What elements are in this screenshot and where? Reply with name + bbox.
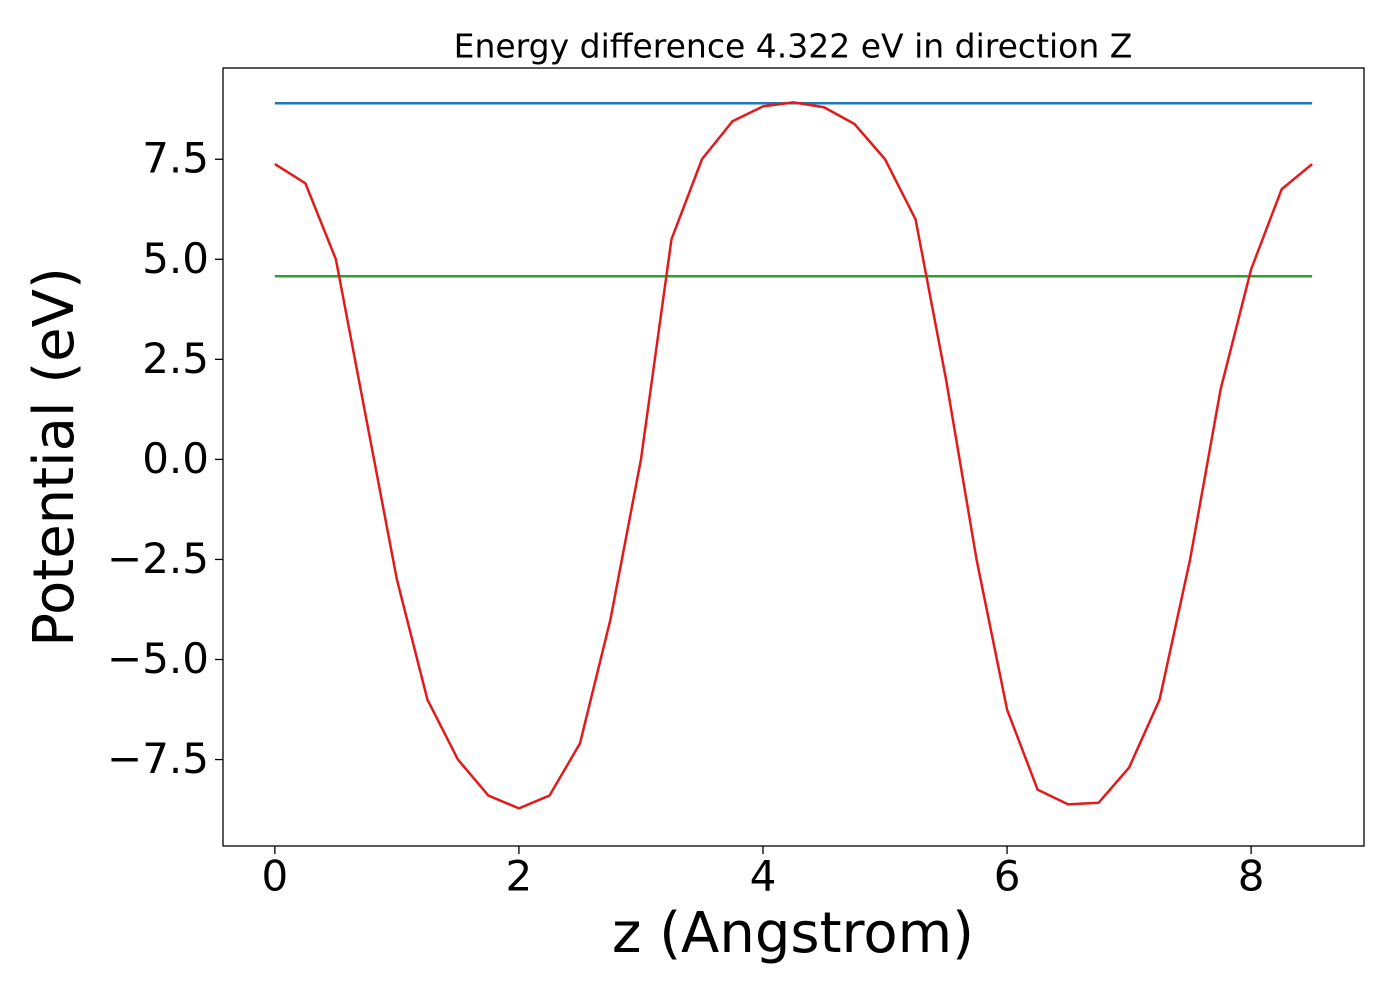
series-line bbox=[274, 101, 1313, 810]
y-tick-label: 0.0 bbox=[142, 434, 209, 483]
x-tick-label: 2 bbox=[506, 852, 533, 901]
y-axis-label: Potential (eV) bbox=[22, 267, 87, 647]
x-tick-label: 8 bbox=[1238, 852, 1265, 901]
x-tick-label: 6 bbox=[994, 852, 1021, 901]
y-tick-label: −7.5 bbox=[107, 734, 209, 783]
y-tick-label: 5.0 bbox=[142, 234, 209, 283]
y-tick-label: 2.5 bbox=[142, 334, 209, 383]
y-tick-label: −2.5 bbox=[107, 534, 209, 583]
y-tick-label: 7.5 bbox=[142, 134, 209, 183]
chart-title: Energy difference 4.322 eV in direction … bbox=[454, 27, 1133, 66]
x-tick-label: 4 bbox=[750, 852, 777, 901]
x-axis-label: z (Angstrom) bbox=[612, 901, 974, 966]
x-tick-label: 0 bbox=[261, 852, 288, 901]
plot-frame bbox=[222, 67, 1365, 847]
y-tick-label: −5.0 bbox=[107, 634, 209, 683]
